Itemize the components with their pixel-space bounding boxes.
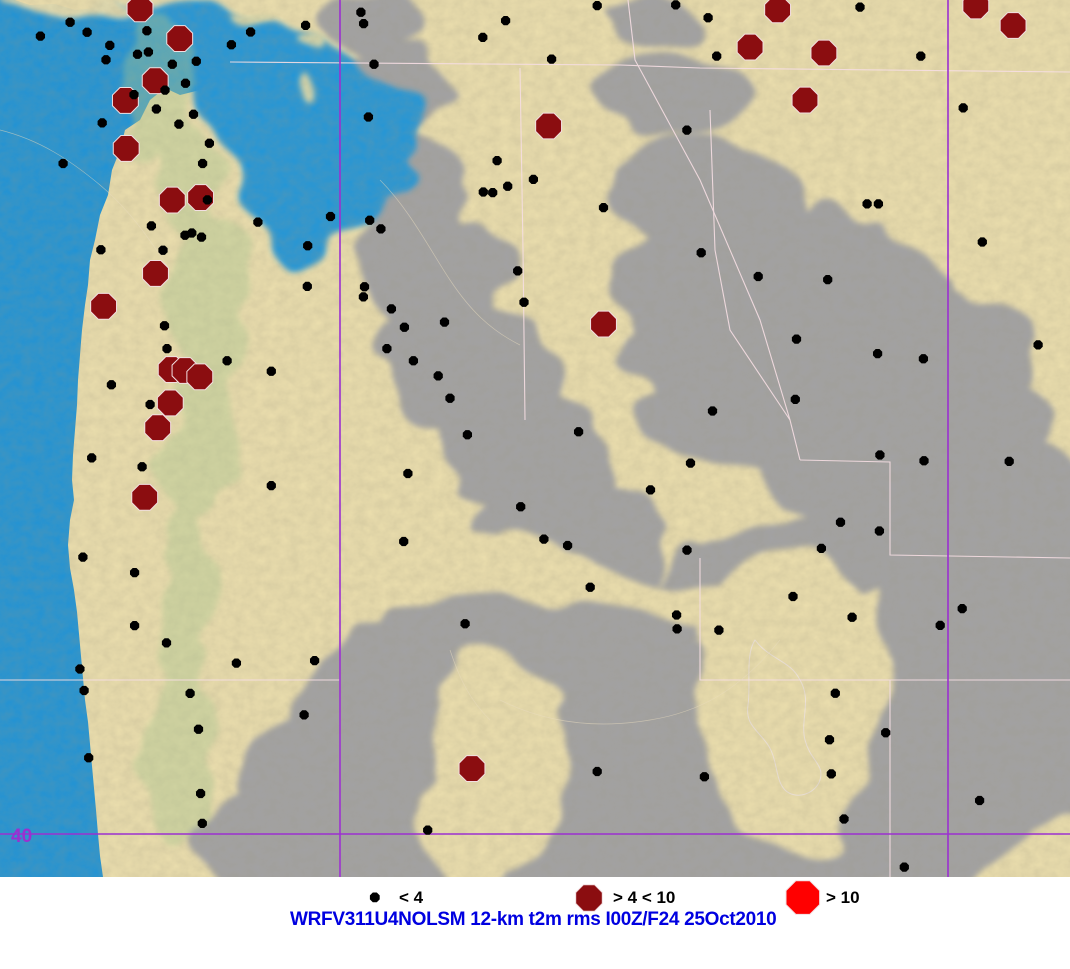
svg-text:WRFV311U4NOLSM 12-km t2m rms I: WRFV311U4NOLSM 12-km t2m rms I00Z/F24 25…: [290, 909, 776, 930]
svg-text:> 10: > 10: [826, 888, 860, 907]
svg-text:< 4: < 4: [399, 888, 424, 907]
svg-text:40: 40: [11, 826, 32, 847]
svg-text:> 4 < 10: > 4 < 10: [613, 888, 675, 907]
